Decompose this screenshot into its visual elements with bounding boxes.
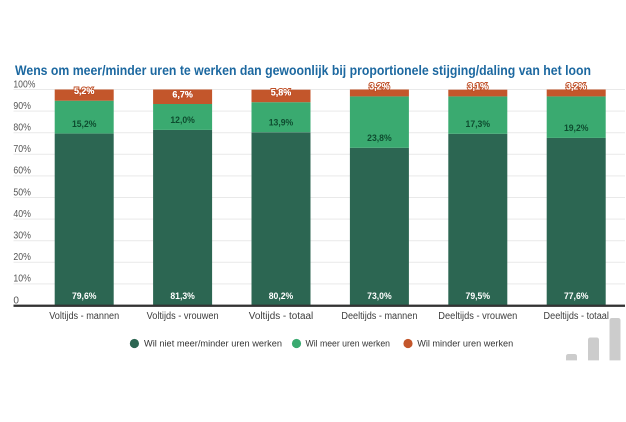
svg-text:19,2%: 19,2% bbox=[564, 123, 589, 133]
svg-text:60%: 60% bbox=[13, 166, 31, 177]
svg-text:73,0%: 73,0% bbox=[367, 291, 392, 301]
svg-text:Deeltijds - mannen: Deeltijds - mannen bbox=[341, 311, 417, 322]
svg-text:3,2%: 3,2% bbox=[369, 82, 390, 92]
svg-text:Deeltijds - vrouwen: Deeltijds - vrouwen bbox=[438, 311, 517, 322]
svg-text:30%: 30% bbox=[13, 231, 31, 242]
svg-text:Deeltijds - totaal: Deeltijds - totaal bbox=[544, 311, 609, 322]
svg-text:81,3%: 81,3% bbox=[170, 291, 195, 301]
svg-text:23,8%: 23,8% bbox=[367, 133, 392, 143]
svg-text:3,2%: 3,2% bbox=[566, 82, 587, 92]
svg-text:Voltijds - totaal: Voltijds - totaal bbox=[249, 311, 314, 322]
svg-text:5,8%: 5,8% bbox=[271, 88, 292, 98]
svg-text:Voltijds - vrouwen: Voltijds - vrouwen bbox=[147, 311, 219, 322]
svg-text:20%: 20% bbox=[13, 252, 31, 263]
svg-text:3,2%: 3,2% bbox=[369, 82, 390, 92]
svg-text:3,2%: 3,2% bbox=[566, 82, 587, 92]
svg-text:13,9%: 13,9% bbox=[269, 118, 294, 128]
svg-text:6,7%: 6,7% bbox=[172, 89, 193, 99]
svg-text:77,6%: 77,6% bbox=[564, 291, 589, 301]
svg-text:40%: 40% bbox=[13, 209, 31, 220]
svg-text:79,6%: 79,6% bbox=[72, 291, 97, 301]
svg-text:50%: 50% bbox=[13, 187, 31, 198]
svg-text:6,7%: 6,7% bbox=[172, 89, 193, 99]
svg-text:Voltijds - mannen: Voltijds - mannen bbox=[49, 311, 119, 322]
svg-text:80,2%: 80,2% bbox=[269, 291, 294, 301]
svg-text:Wil niet meer/minder uren werk: Wil niet meer/minder uren werken bbox=[144, 339, 282, 350]
svg-text:5,2%: 5,2% bbox=[74, 86, 95, 96]
svg-text:Wil minder uren werken: Wil minder uren werken bbox=[417, 339, 513, 350]
svg-text:15,2%: 15,2% bbox=[72, 119, 97, 129]
svg-text:0: 0 bbox=[13, 295, 19, 306]
svg-text:Wens om meer/minder uren te we: Wens om meer/minder uren te werken dan g… bbox=[15, 63, 591, 78]
svg-text:3,1%: 3,1% bbox=[468, 82, 489, 92]
svg-text:Wil meer uren werken: Wil meer uren werken bbox=[306, 339, 391, 350]
svg-text:79,5%: 79,5% bbox=[466, 291, 491, 301]
svg-text:70%: 70% bbox=[13, 144, 31, 155]
svg-text:5,8%: 5,8% bbox=[271, 88, 292, 98]
svg-text:12,0%: 12,0% bbox=[170, 115, 195, 125]
svg-text:5,2%: 5,2% bbox=[74, 86, 95, 96]
svg-text:90%: 90% bbox=[13, 101, 31, 112]
svg-text:3,1%: 3,1% bbox=[468, 82, 489, 92]
svg-text:10%: 10% bbox=[13, 274, 31, 285]
svg-text:100%: 100% bbox=[13, 79, 35, 90]
svg-text:17,3%: 17,3% bbox=[466, 119, 491, 129]
svg-text:80%: 80% bbox=[13, 123, 31, 134]
